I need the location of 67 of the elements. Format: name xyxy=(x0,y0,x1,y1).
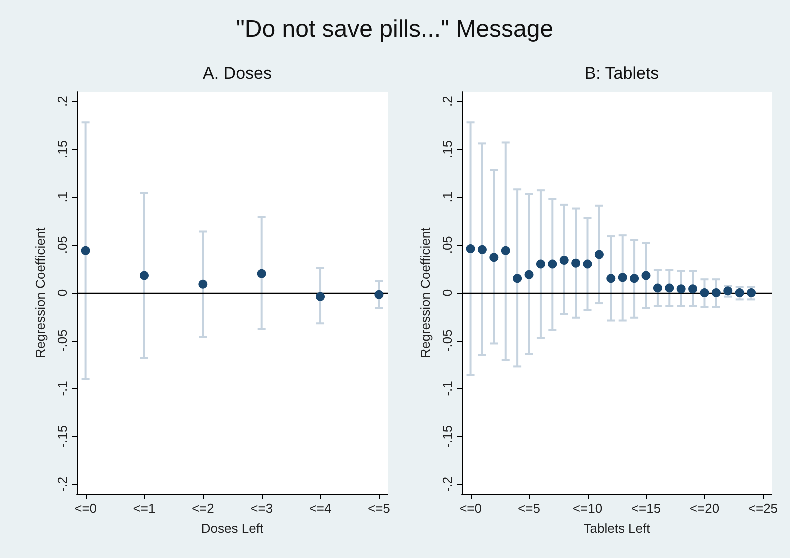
x-tick-label: <=2 xyxy=(192,501,214,516)
y-tick-label: -.15 xyxy=(55,425,70,448)
y-tick-label: -.1 xyxy=(440,381,455,396)
y-tick-label: -.05 xyxy=(55,330,70,352)
point xyxy=(606,274,616,284)
x-tick-label: <=25 xyxy=(748,501,778,516)
x-tick-label: <=4 xyxy=(309,501,332,516)
y-axis-title: Regression Coefficient xyxy=(33,227,48,358)
point xyxy=(747,288,756,298)
point xyxy=(524,270,534,280)
chart-title: "Do not save pills..." Message xyxy=(235,16,555,44)
point xyxy=(583,260,592,269)
point xyxy=(198,280,208,289)
point xyxy=(618,273,628,282)
point xyxy=(642,271,651,280)
x-tick-label: <=10 xyxy=(572,501,603,516)
chart-subtitle: A. Doses xyxy=(203,64,272,83)
x-tick-label: <=0 xyxy=(74,501,98,516)
point xyxy=(513,274,522,284)
chart-subtitle: B: Tablets xyxy=(584,64,660,83)
point xyxy=(665,284,674,293)
y-tick-label: .15 xyxy=(55,140,70,158)
point xyxy=(572,258,581,268)
y-tick-label: -.15 xyxy=(440,425,455,448)
y-tick-label: -.05 xyxy=(440,330,455,352)
x-tick-label: <=1 xyxy=(133,501,156,516)
point xyxy=(548,260,558,269)
y-tick-label: .05 xyxy=(55,236,70,254)
point xyxy=(140,271,149,280)
y-tick-label: .05 xyxy=(440,236,455,254)
y-tick-label: -.2 xyxy=(55,476,70,492)
x-tick-label: <=5 xyxy=(518,501,540,516)
point xyxy=(257,269,266,278)
point xyxy=(700,288,710,298)
point xyxy=(478,245,487,254)
point xyxy=(676,284,686,294)
y-axis-title: Regression Coefficient xyxy=(418,227,433,358)
point xyxy=(735,288,744,298)
point xyxy=(81,246,90,256)
point xyxy=(653,284,662,293)
y-tick-label: -.2 xyxy=(440,476,455,492)
y-tick-label: 0 xyxy=(55,289,70,297)
point xyxy=(594,250,604,260)
x-tick-label: <=5 xyxy=(368,501,390,516)
y-tick-label: .15 xyxy=(440,140,455,158)
x-axis-title: Tablets Left xyxy=(584,521,651,536)
point xyxy=(688,284,698,294)
x-tick-label: <=20 xyxy=(690,501,720,516)
x-tick-label: <=0 xyxy=(460,501,482,516)
point xyxy=(316,292,326,302)
point xyxy=(374,290,384,300)
x-axis-title: Doses Left xyxy=(201,521,264,536)
x-tick-label: <=3 xyxy=(250,501,274,516)
point xyxy=(490,253,499,262)
y-tick-label: -.1 xyxy=(55,381,70,396)
x-tick-label: <=15 xyxy=(631,501,662,516)
point xyxy=(466,244,476,254)
point xyxy=(536,260,546,269)
point xyxy=(560,256,569,265)
y-tick-label: .1 xyxy=(440,192,455,203)
y-tick-label: .2 xyxy=(55,96,70,107)
point xyxy=(712,288,721,298)
point xyxy=(630,274,640,284)
y-tick-label: .2 xyxy=(440,96,455,107)
y-tick-label: .1 xyxy=(55,192,70,203)
y-tick-label: 0 xyxy=(440,289,455,297)
point xyxy=(501,246,510,256)
